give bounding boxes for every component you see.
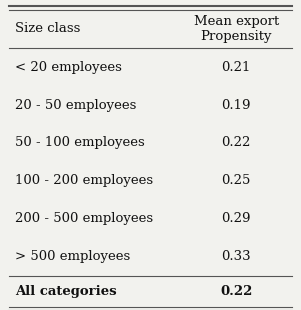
Text: < 20 employees: < 20 employees — [15, 60, 122, 73]
Text: 50 - 100 employees: 50 - 100 employees — [15, 136, 145, 149]
Text: All categories: All categories — [15, 285, 117, 298]
Text: Size class: Size class — [15, 22, 80, 35]
Text: 0.22: 0.22 — [220, 285, 253, 298]
Text: 0.33: 0.33 — [222, 250, 251, 264]
Text: 100 - 200 employees: 100 - 200 employees — [15, 175, 153, 188]
Text: 0.19: 0.19 — [222, 99, 251, 112]
Text: 20 - 50 employees: 20 - 50 employees — [15, 99, 136, 112]
Text: 0.21: 0.21 — [222, 60, 251, 73]
Text: 0.25: 0.25 — [222, 175, 251, 188]
Text: 0.29: 0.29 — [222, 212, 251, 225]
Text: > 500 employees: > 500 employees — [15, 250, 130, 264]
Text: 0.22: 0.22 — [222, 136, 251, 149]
Text: Mean export
Propensity: Mean export Propensity — [194, 15, 279, 43]
Text: 200 - 500 employees: 200 - 500 employees — [15, 212, 153, 225]
